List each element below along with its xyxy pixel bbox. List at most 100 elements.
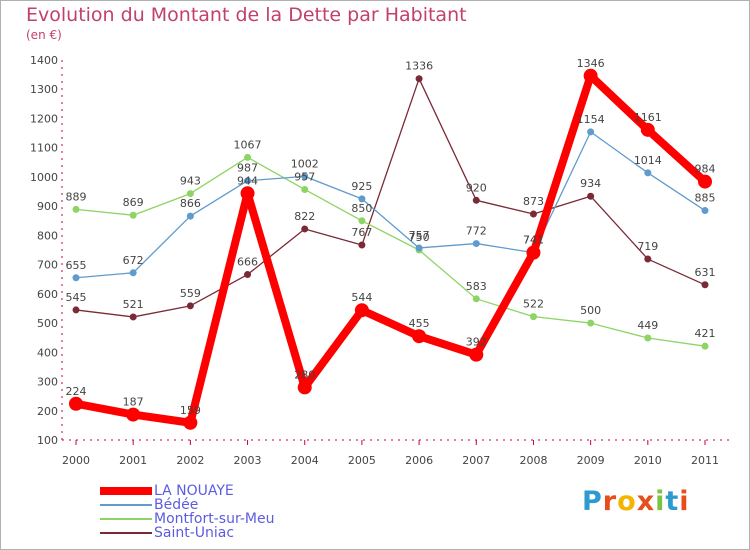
data-point bbox=[472, 240, 480, 248]
logo-letter: r bbox=[602, 486, 618, 517]
data-point bbox=[640, 122, 655, 137]
series-line bbox=[75, 78, 706, 318]
data-label: 159 bbox=[180, 404, 201, 417]
data-label: 750 bbox=[409, 231, 430, 244]
x-tick-label: 2006 bbox=[405, 454, 433, 467]
data-label: 544 bbox=[351, 291, 372, 304]
data-label: 522 bbox=[523, 298, 544, 311]
data-label: 1002 bbox=[291, 157, 319, 170]
data-label: 984 bbox=[695, 163, 716, 176]
logo-letter: P bbox=[582, 486, 603, 517]
data-labels-layer: 545 521 559 666 822 767 1336 920 873 934 719 631 889… bbox=[66, 57, 716, 417]
data-label: 1336 bbox=[405, 60, 433, 73]
data-point bbox=[415, 244, 423, 252]
data-point bbox=[587, 319, 595, 327]
data-label: 672 bbox=[123, 254, 144, 267]
series-line bbox=[72, 71, 709, 427]
data-point bbox=[186, 190, 194, 198]
legend: LA NOUAYE Bédée Montfort-sur-Meu Saint-Unia… bbox=[100, 483, 274, 541]
data-label: 1346 bbox=[577, 57, 605, 70]
data-label: 280 bbox=[294, 368, 315, 381]
data-point bbox=[126, 407, 141, 422]
data-point bbox=[469, 347, 484, 362]
data-label: 987 bbox=[237, 162, 258, 175]
data-point bbox=[583, 68, 598, 83]
y-tick-label: 1100 bbox=[30, 142, 58, 155]
data-label: 1014 bbox=[634, 154, 662, 167]
logo-letter: x bbox=[636, 486, 656, 517]
y-tick-label: 1300 bbox=[30, 83, 58, 96]
data-point bbox=[358, 195, 366, 203]
legend-swatch bbox=[100, 487, 152, 495]
data-label: 449 bbox=[637, 319, 658, 332]
y-tick-label: 700 bbox=[37, 259, 58, 272]
data-point bbox=[701, 281, 709, 289]
data-point bbox=[186, 302, 194, 310]
data-label: 1067 bbox=[234, 138, 262, 151]
y-tick-label: 400 bbox=[37, 346, 58, 359]
data-point bbox=[183, 415, 198, 430]
logo-letter: t bbox=[665, 486, 680, 517]
y-tick-label: 600 bbox=[37, 288, 58, 301]
data-label: 866 bbox=[180, 197, 201, 210]
data-point bbox=[587, 128, 595, 136]
y-tick-label: 800 bbox=[37, 229, 58, 242]
data-point bbox=[472, 295, 480, 303]
logo-letter: i bbox=[679, 486, 690, 517]
data-point bbox=[412, 329, 427, 344]
legend-label: Saint-Uniac bbox=[154, 525, 235, 541]
data-point bbox=[358, 241, 366, 249]
data-point bbox=[698, 174, 712, 189]
data-label: 934 bbox=[580, 177, 601, 190]
data-point bbox=[129, 313, 137, 321]
series-line bbox=[75, 131, 706, 279]
data-label: 1154 bbox=[577, 113, 605, 126]
data-label: 873 bbox=[523, 195, 544, 208]
proxiti-logo: Proxiti bbox=[582, 486, 690, 517]
y-tick-label: 900 bbox=[37, 200, 58, 213]
data-label: 187 bbox=[123, 396, 144, 409]
data-point bbox=[529, 210, 537, 218]
data-point bbox=[72, 205, 80, 213]
data-point bbox=[297, 380, 312, 395]
legend-label: LA NOUAYE bbox=[154, 483, 234, 499]
data-point bbox=[240, 186, 255, 201]
axes: 100 200 300 400 500 600 700 800 900 1000 1100 1200 1… bbox=[30, 54, 730, 467]
data-label: 925 bbox=[351, 180, 372, 193]
data-point bbox=[72, 274, 80, 282]
data-label: 500 bbox=[580, 304, 601, 317]
data-point bbox=[301, 172, 309, 180]
x-tick-label: 2008 bbox=[519, 454, 547, 467]
data-label: 767 bbox=[351, 226, 372, 239]
data-point bbox=[526, 245, 541, 260]
data-label: 741 bbox=[523, 234, 544, 247]
data-label: 559 bbox=[180, 287, 201, 300]
data-point bbox=[354, 303, 369, 318]
data-point bbox=[129, 269, 137, 277]
x-tick-label: 2000 bbox=[62, 454, 90, 467]
data-label: 772 bbox=[466, 225, 487, 238]
y-tick-label: 1200 bbox=[30, 112, 58, 125]
data-point bbox=[472, 196, 480, 204]
data-point bbox=[701, 207, 709, 215]
data-label: 583 bbox=[466, 280, 487, 293]
x-tick-label: 2004 bbox=[291, 454, 319, 467]
x-tick-label: 2007 bbox=[462, 454, 490, 467]
data-label: 822 bbox=[294, 210, 315, 223]
data-label: 943 bbox=[180, 175, 201, 188]
y-tick-label: 500 bbox=[37, 317, 58, 330]
data-point bbox=[72, 306, 80, 314]
data-point bbox=[301, 185, 309, 193]
x-tick-label: 2001 bbox=[119, 454, 147, 467]
data-label: 631 bbox=[695, 266, 716, 279]
y-tick-label: 300 bbox=[37, 376, 58, 389]
logo-letter: o bbox=[617, 486, 637, 517]
data-label: 885 bbox=[695, 192, 716, 205]
legend-swatch bbox=[100, 532, 152, 534]
data-point bbox=[358, 217, 366, 225]
x-tick-label: 2003 bbox=[234, 454, 262, 467]
y-tick-label: 1400 bbox=[30, 54, 58, 67]
data-point bbox=[244, 271, 252, 279]
data-point bbox=[301, 225, 309, 233]
legend-swatch bbox=[100, 518, 152, 520]
